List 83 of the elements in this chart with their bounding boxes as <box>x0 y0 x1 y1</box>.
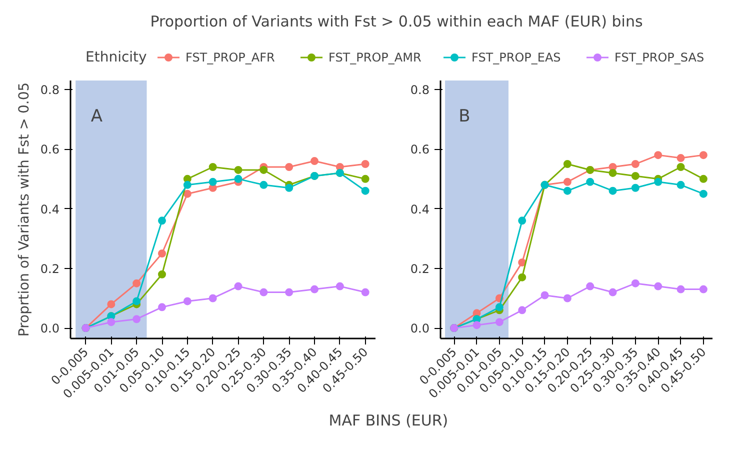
y-axis-title: Proprtion of Variants with Fst > 0.05 <box>16 82 32 337</box>
point <box>158 303 166 312</box>
y-tick-label: 0.4 <box>40 202 60 216</box>
point <box>540 291 549 300</box>
point <box>132 315 141 324</box>
point <box>699 285 708 294</box>
point <box>208 294 217 302</box>
point <box>158 250 166 258</box>
point <box>608 186 617 195</box>
y-tick-label: 0.6 <box>410 142 430 157</box>
point <box>608 168 617 177</box>
point <box>132 297 141 306</box>
point <box>107 300 116 308</box>
point <box>654 282 662 290</box>
point <box>518 258 526 266</box>
legend-label: FST_PROP_AMR <box>328 50 422 64</box>
point <box>676 285 685 294</box>
y-tick-label: 0.2 <box>40 262 60 276</box>
point <box>285 184 294 192</box>
point <box>310 157 318 166</box>
annotation: B <box>458 106 470 127</box>
point <box>608 288 617 296</box>
point <box>676 154 685 162</box>
annotation: A <box>90 106 103 127</box>
point <box>518 216 526 225</box>
point <box>563 294 572 302</box>
point <box>361 160 370 168</box>
y-tick-label: 0.4 <box>410 202 430 216</box>
point <box>336 282 344 290</box>
point <box>208 178 217 186</box>
point <box>183 180 192 189</box>
point <box>107 318 116 326</box>
point <box>234 174 242 183</box>
point <box>586 282 594 290</box>
chart-title: Proportion of Variants with Fst > 0.05 within each MAF (EUR) bins <box>150 12 643 30</box>
point <box>208 163 217 171</box>
point <box>158 216 166 225</box>
point <box>285 288 294 296</box>
point <box>183 297 192 306</box>
point <box>234 166 242 174</box>
point <box>260 166 268 174</box>
point <box>699 174 708 183</box>
point <box>158 270 166 278</box>
legend-title: Ethnicity <box>86 50 147 66</box>
point <box>361 288 370 296</box>
point <box>260 288 268 296</box>
point <box>518 306 526 314</box>
y-tick-label: 0.2 <box>410 262 430 276</box>
point <box>285 163 294 171</box>
x-axis-title: MAF BINS (EUR) <box>328 412 448 430</box>
point <box>699 190 708 198</box>
point <box>361 174 370 183</box>
point <box>310 285 318 294</box>
point <box>495 303 504 312</box>
point <box>260 180 268 189</box>
point <box>699 151 708 160</box>
point <box>183 190 192 198</box>
point <box>518 273 526 282</box>
point <box>676 180 685 189</box>
y-tick-label: 0.8 <box>40 82 60 97</box>
point <box>563 186 572 195</box>
y-tick-label: 0.0 <box>410 322 430 336</box>
point <box>361 186 370 195</box>
legend-label: FST_PROP_SAS <box>614 50 704 64</box>
point <box>234 282 242 290</box>
legend-label: FST_PROP_EAS <box>472 50 561 64</box>
point <box>631 160 640 168</box>
point <box>631 184 640 192</box>
y-tick-label: 0.6 <box>40 142 60 157</box>
point <box>631 279 640 288</box>
point <box>563 160 572 168</box>
point <box>132 279 141 288</box>
y-tick-label: 0.8 <box>410 82 430 97</box>
point <box>586 178 594 186</box>
point <box>676 163 685 171</box>
point <box>654 178 662 186</box>
point <box>472 321 481 330</box>
point <box>654 151 662 160</box>
point <box>563 178 572 186</box>
point <box>495 318 504 326</box>
legend-label: FST_PROP_AFR <box>186 50 275 64</box>
point <box>631 172 640 180</box>
y-tick-label: 0.0 <box>40 322 60 336</box>
